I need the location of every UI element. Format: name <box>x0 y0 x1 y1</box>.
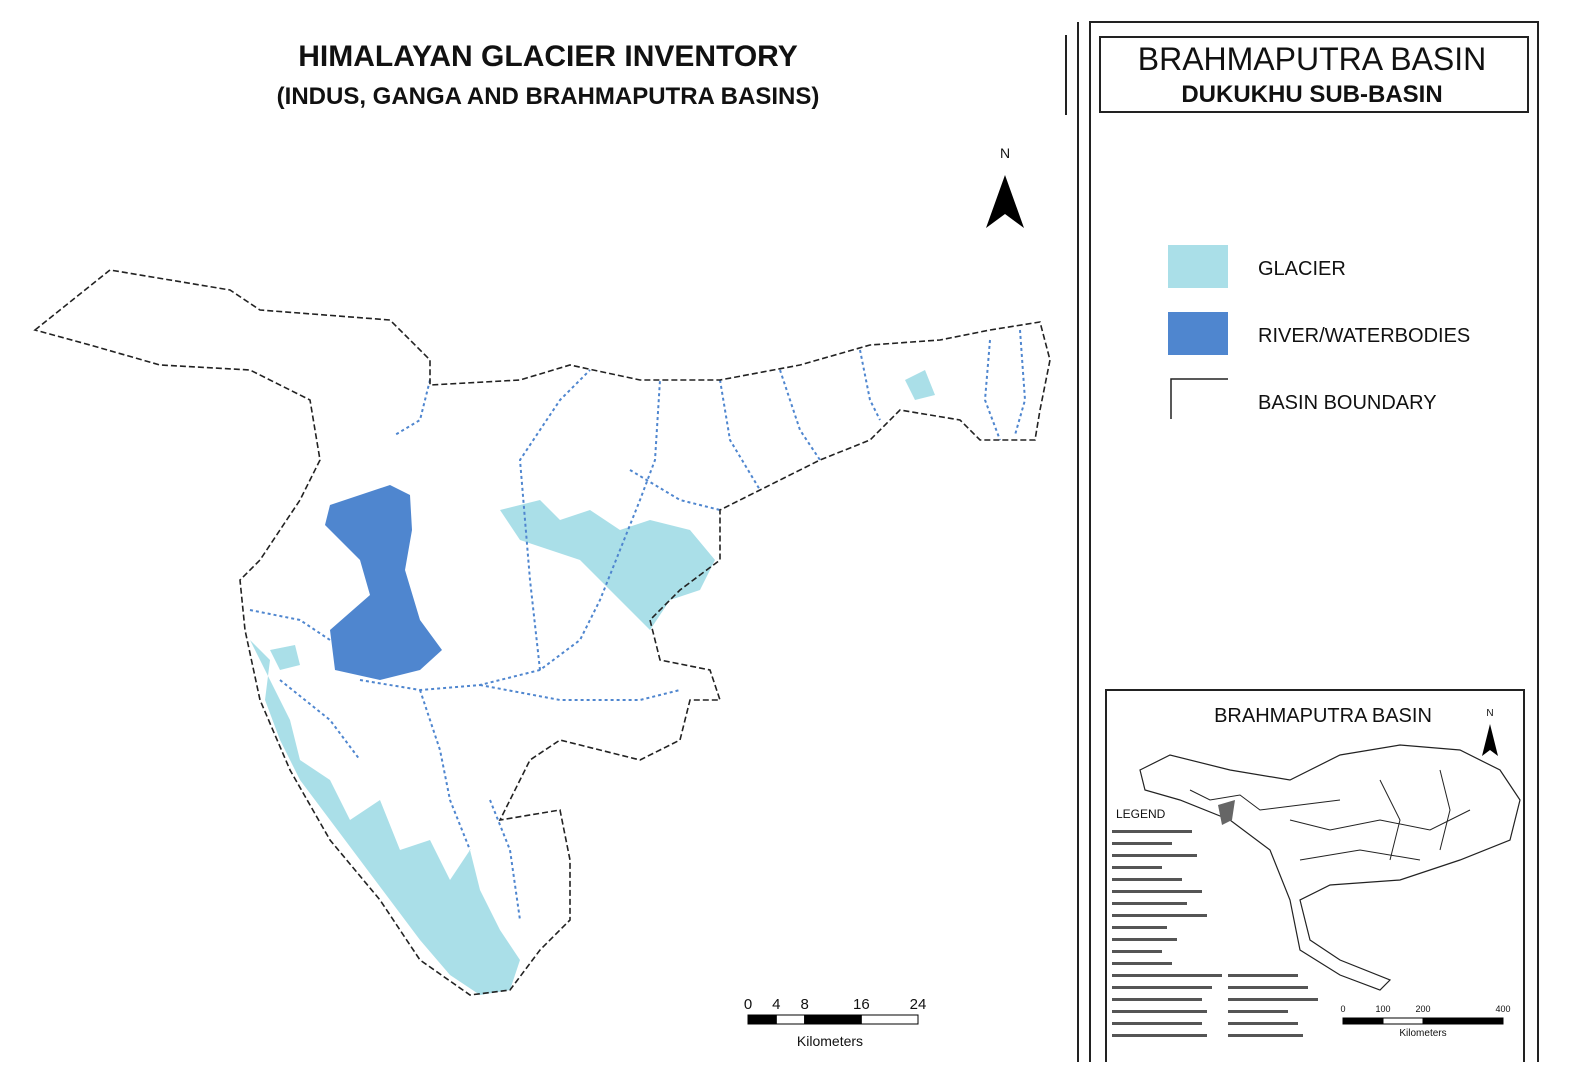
river <box>249 609 361 761</box>
map-subtitle: (INDUS, GANGA AND BRAHMAPUTRA BASINS) <box>277 83 820 110</box>
inset-legend-title: LEGEND <box>1116 807 1166 821</box>
legend-line <box>1112 854 1197 857</box>
river <box>983 329 1027 441</box>
glacier-areas <box>250 370 935 995</box>
legend-label: BASIN BOUNDARY <box>1258 392 1437 414</box>
legend-line <box>1228 1034 1303 1037</box>
scale-segment <box>804 1014 862 1025</box>
legend-label: RIVER/WATERBODIES <box>1258 325 1470 347</box>
scale-tick-label: 24 <box>910 996 927 1013</box>
map-title: HIMALAYAN GLACIER INVENTORY <box>298 40 798 73</box>
waterbody <box>325 485 442 680</box>
river <box>719 379 761 491</box>
glacier-area <box>270 645 300 670</box>
scale-tick-label: 8 <box>800 996 808 1013</box>
scale-segment <box>1382 1017 1424 1025</box>
legend-swatch <box>1168 312 1228 355</box>
scale-segment <box>775 1014 806 1025</box>
scale-tick-label: 4 <box>772 996 780 1013</box>
legend: GLACIER RIVER/WATERBODIES BASIN BOUNDARY <box>1168 245 1470 419</box>
north-label: N <box>1000 145 1010 161</box>
panel-subtitle: DUKUKHU SUB-BASIN <box>1181 81 1442 108</box>
inset-subbasins <box>1189 769 1471 861</box>
river <box>359 379 661 692</box>
legend-line <box>1112 842 1172 845</box>
scale-tick-label: 0 <box>744 996 752 1013</box>
legend-swatch <box>1168 245 1228 288</box>
legend-line <box>1112 914 1207 917</box>
panel-title: BRAHMAPUTRA BASIN <box>1138 41 1487 77</box>
legend-line <box>1112 950 1162 953</box>
river <box>518 369 591 671</box>
legend-line <box>1228 1010 1288 1013</box>
legend-line <box>1112 962 1172 965</box>
inset-legend-list <box>1112 830 1318 1037</box>
scale-tick-label: 400 <box>1495 1004 1510 1014</box>
river <box>419 689 471 851</box>
basin-boundary <box>33 269 1051 996</box>
scale-tick-label: 100 <box>1375 1004 1390 1014</box>
inset-north-label: N <box>1486 708 1493 719</box>
inset-box <box>1105 689 1525 1067</box>
rivers <box>249 329 1027 921</box>
river <box>479 684 681 701</box>
panel-title-box <box>1099 36 1529 113</box>
inset-highlight <box>1218 800 1235 825</box>
scale-segment <box>860 1014 919 1025</box>
legend-line <box>1228 974 1298 977</box>
legend-line <box>1112 890 1202 893</box>
scale-tick-label: 200 <box>1415 1004 1430 1014</box>
scale-tick-label: 0 <box>1340 1004 1345 1014</box>
legend-line <box>1112 938 1177 941</box>
inset-north-arrow <box>1482 724 1498 756</box>
inset-basin <box>1139 744 1521 991</box>
legend-label: GLACIER <box>1258 258 1346 280</box>
scale-segment <box>1422 1017 1504 1025</box>
inset-scale-unit: Kilometers <box>1399 1028 1446 1039</box>
glacier-area <box>905 370 935 400</box>
inset-scale-bar: 0 100 200 400 <box>1340 1004 1511 1025</box>
scale-segment <box>1342 1017 1384 1025</box>
legend-line <box>1112 926 1167 929</box>
legend-line <box>1112 1010 1207 1013</box>
legend-line <box>1228 998 1318 1001</box>
legend-line <box>1112 878 1182 881</box>
scale-unit: Kilometers <box>797 1033 863 1049</box>
legend-panel <box>1089 21 1539 1067</box>
legend-swatch <box>1170 378 1228 419</box>
scale-tick-label: 16 <box>853 996 870 1013</box>
legend-line <box>1112 986 1212 989</box>
river <box>394 379 431 436</box>
inset-title: BRAHMAPUTRA BASIN <box>1214 705 1432 727</box>
north-arrow <box>986 175 1024 228</box>
scale-segment <box>747 1014 777 1025</box>
legend-line <box>1112 830 1192 833</box>
legend-line <box>1112 866 1162 869</box>
legend-line <box>1112 1022 1202 1025</box>
legend-line <box>1112 1034 1207 1037</box>
glacier-area <box>250 640 520 995</box>
river <box>629 469 721 511</box>
river <box>859 349 881 421</box>
legend-line <box>1112 998 1202 1001</box>
glacier-area <box>500 500 715 630</box>
legend-line <box>1228 986 1308 989</box>
legend-line <box>1112 974 1222 977</box>
legend-line <box>1228 1022 1298 1025</box>
legend-line <box>1112 902 1187 905</box>
scale-bar: 0 4 8 16 24 <box>744 996 927 1025</box>
